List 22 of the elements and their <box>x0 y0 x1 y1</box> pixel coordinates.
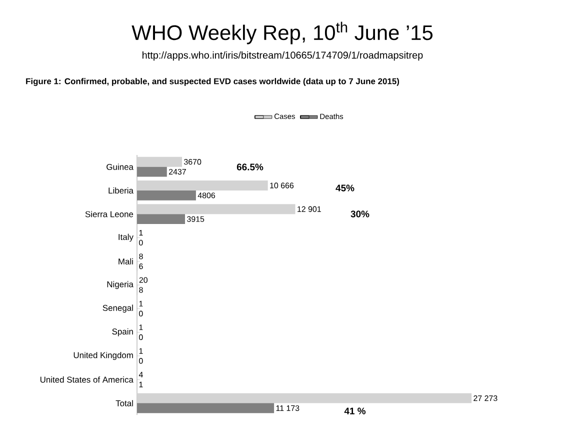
bar <box>137 204 296 214</box>
bar <box>137 156 182 167</box>
bar <box>137 393 472 404</box>
chart-title: WHO Weekly Rep, 10$^{th}$ June ’15 <box>132 22 433 44</box>
annotation: 45% <box>336 184 354 192</box>
y-tick-label: Nigeria <box>107 281 134 289</box>
bar <box>137 180 268 190</box>
y-tick-label: Liberia <box>108 187 134 194</box>
y-tick-label: United Kingdom <box>74 352 133 360</box>
caption: Figure 1: Confirmed, probable, and suspected EVD cases worldwide (data up to 7 June 2015) <box>26 78 400 86</box>
y-tick-label: Sierra Leone <box>85 210 134 218</box>
y-tick-label: Mali <box>118 258 133 264</box>
y-tick-label: United States of America <box>40 376 134 383</box>
y-tick-label: Guinea <box>106 164 134 170</box>
y-tick-label: Spain <box>112 328 133 336</box>
y-tick-label: Senegal <box>102 304 133 313</box>
chart-subtitle: http://apps.who.int/iris/bitstream/10665/174709/1/roadmapsitrep <box>142 51 423 61</box>
annotation: 66.5% <box>236 164 264 170</box>
y-tick-label: Italy <box>118 234 134 242</box>
y-tick-label: Total <box>116 400 133 406</box>
annotation: 30% <box>350 210 370 218</box>
annotation: 41 % <box>344 408 366 414</box>
